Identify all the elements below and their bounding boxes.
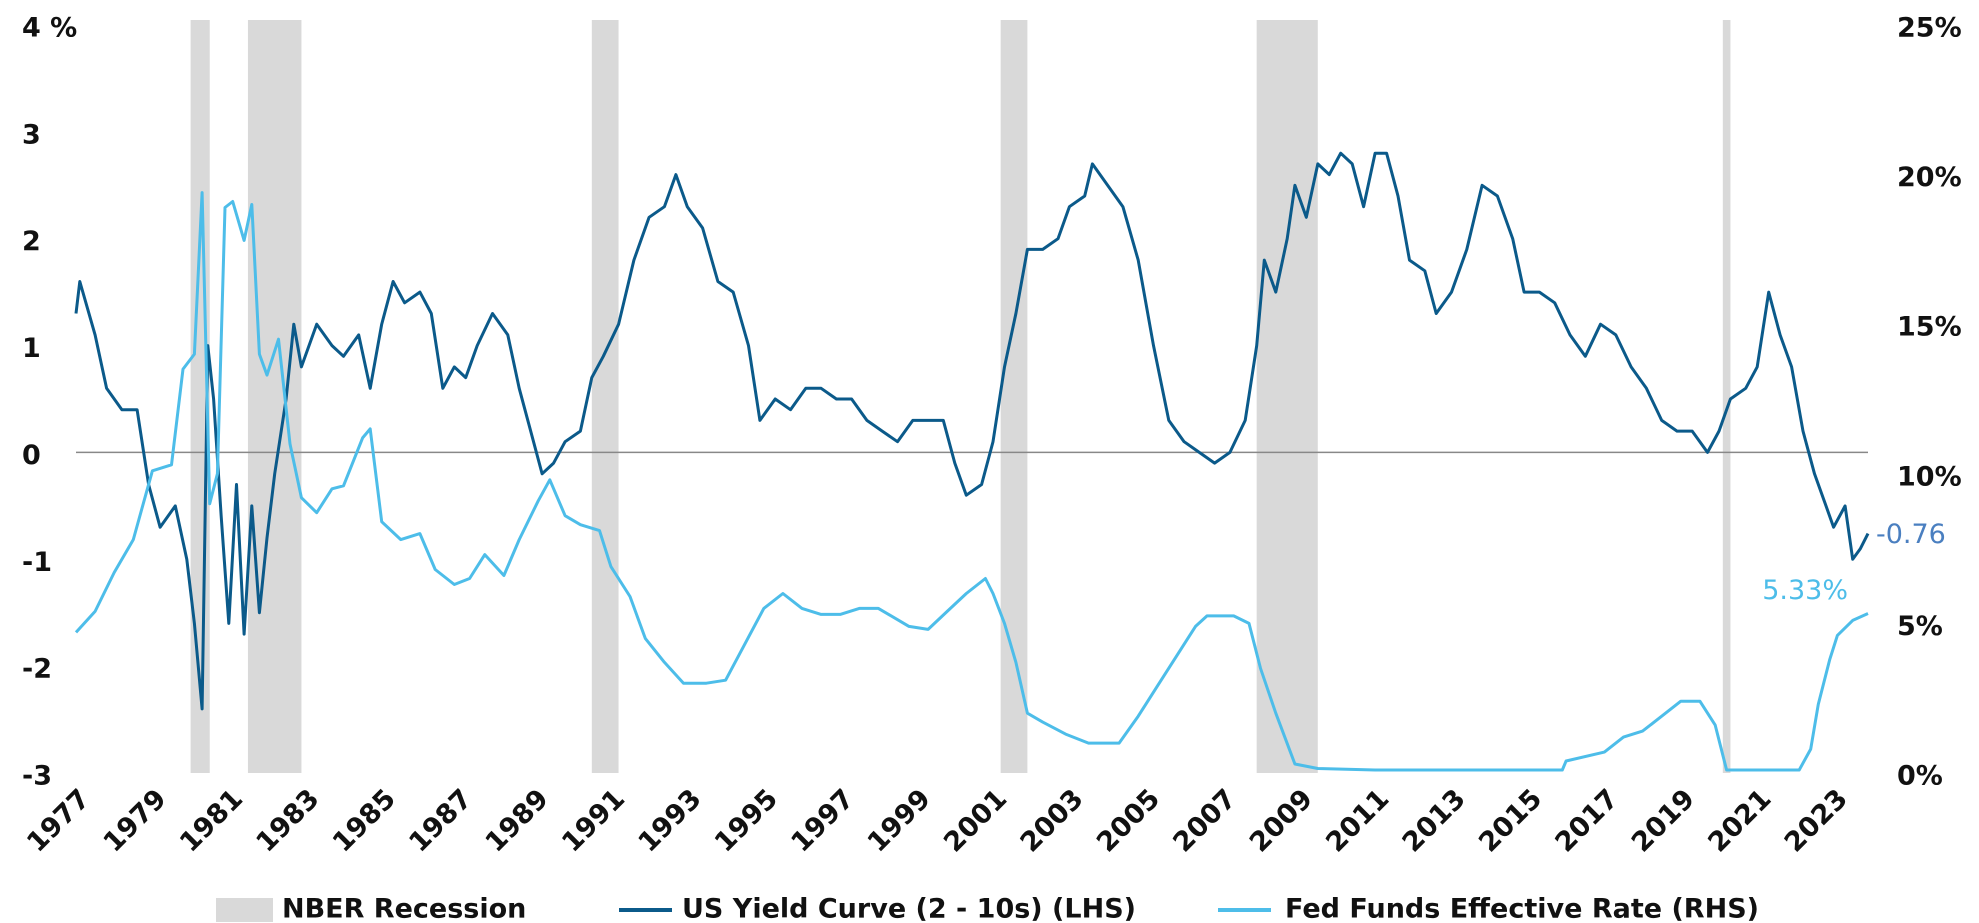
series-line: [74, 191, 1869, 772]
recession-band: [1000, 20, 1028, 773]
y-tick-label: 3: [22, 119, 41, 150]
recession-band: [1722, 20, 1731, 773]
y2-tick-label: 10%: [1897, 461, 1962, 492]
x-tick-label: 1985: [327, 783, 402, 858]
legend-label: Fed Funds Effective Rate (RHS): [1285, 894, 1759, 923]
x-tick-label: 2017: [1550, 783, 1625, 858]
y2-tick-label: 20%: [1897, 162, 1962, 193]
x-tick-label: 2003: [1015, 783, 1090, 858]
legend-label: NBER Recession: [282, 894, 526, 923]
x-tick-label: 1983: [250, 783, 325, 858]
x-tick-label: 2011: [1320, 783, 1395, 858]
x-tick-label: 2009: [1244, 783, 1319, 858]
recession-band: [247, 20, 302, 773]
end-label: 5.33%: [1762, 575, 1848, 606]
series-line: [74, 151, 1870, 711]
x-tick-label: 2019: [1626, 783, 1701, 858]
x-tick-label: 1997: [785, 783, 860, 858]
y2-tick-label: 15%: [1897, 312, 1962, 343]
y2-tick-label: 5%: [1897, 611, 1943, 642]
x-tick-label: 1999: [862, 783, 937, 858]
x-tick-label: 1987: [403, 783, 478, 858]
legend-swatch: [216, 898, 273, 922]
x-tick-label: 2023: [1779, 783, 1854, 858]
x-tick-label: 1989: [480, 783, 555, 858]
x-tick-label: 1991: [556, 783, 631, 858]
x-tick-label: 2013: [1397, 783, 1472, 858]
y-tick-label: 4 %: [22, 13, 77, 44]
y-tick-label: 0: [22, 440, 41, 471]
y2-tick-label: 0%: [1897, 761, 1943, 792]
y2-tick-label: 25%: [1897, 13, 1962, 44]
recession-band: [1256, 20, 1318, 773]
x-tick-label: 2015: [1473, 783, 1548, 858]
x-tick-label: 1979: [98, 783, 173, 858]
end-label: -0.76: [1876, 519, 1946, 550]
x-tick-label: 2007: [1167, 783, 1242, 858]
y-tick-label: -3: [22, 761, 52, 792]
legend-label: US Yield Curve (2 - 10s) (LHS): [682, 894, 1136, 923]
y-tick-label: 1: [22, 333, 41, 364]
x-tick-label: 2001: [938, 783, 1013, 858]
x-tick-label: 1995: [709, 783, 784, 858]
y-tick-label: 2: [22, 226, 41, 257]
x-tick-label: 2021: [1702, 783, 1777, 858]
recession-band: [591, 20, 619, 773]
x-tick-label: 1993: [633, 783, 708, 858]
x-tick-label: 1981: [174, 783, 249, 858]
y-tick-label: -2: [22, 654, 52, 685]
x-tick-label: 1977: [21, 783, 96, 858]
x-tick-label: 2005: [1091, 783, 1166, 858]
y-tick-label: -1: [22, 547, 52, 578]
